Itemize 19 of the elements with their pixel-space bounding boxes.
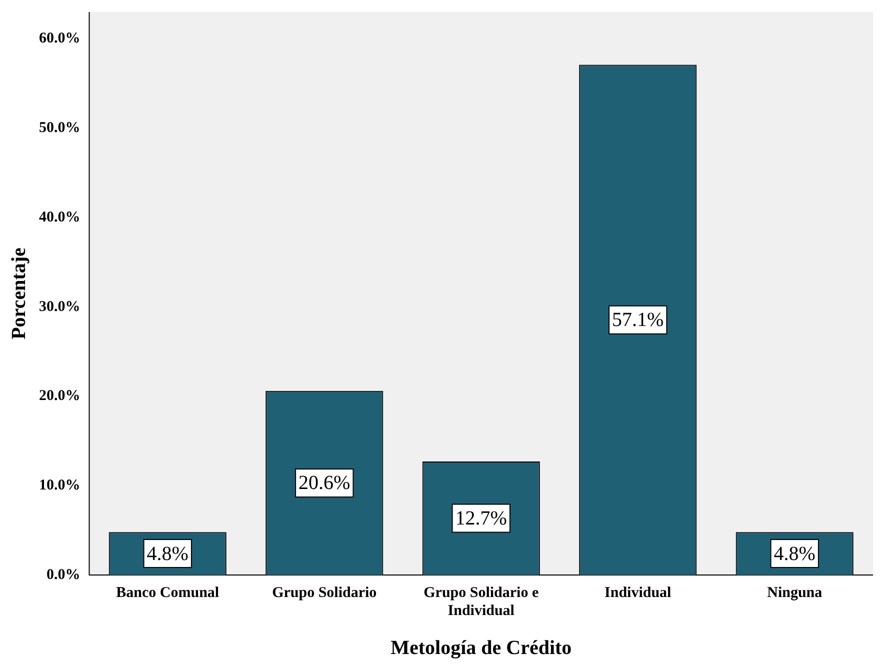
x-tick-label: Individual <box>604 584 672 601</box>
data-label: 4.8% <box>146 542 188 565</box>
data-label: 20.6% <box>298 472 350 494</box>
x-tick-label: Ninguna <box>767 584 823 601</box>
y-tick-label: 60.0% <box>39 30 80 47</box>
x-axis-title: Metología de Crédito <box>390 637 572 660</box>
y-tick-label: 0.0% <box>46 566 80 583</box>
y-tick-label: 20.0% <box>39 388 80 404</box>
y-tick-label: 50.0% <box>39 120 80 136</box>
y-tick-label: 40.0% <box>39 209 80 226</box>
y-axis-title: Porcentaje <box>8 247 30 340</box>
y-tick-label: 10.0% <box>39 478 80 494</box>
x-tick-label: Banco Comunal <box>116 584 220 601</box>
data-label: 12.7% <box>455 508 507 530</box>
data-label: 57.1% <box>612 309 664 332</box>
y-tick-label: 30.0% <box>39 298 80 315</box>
x-tick-label: Grupo Solidario <box>272 584 377 601</box>
data-label: 4.8% <box>774 542 816 565</box>
x-tick-label: Grupo Solidario e Individual <box>424 584 539 619</box>
